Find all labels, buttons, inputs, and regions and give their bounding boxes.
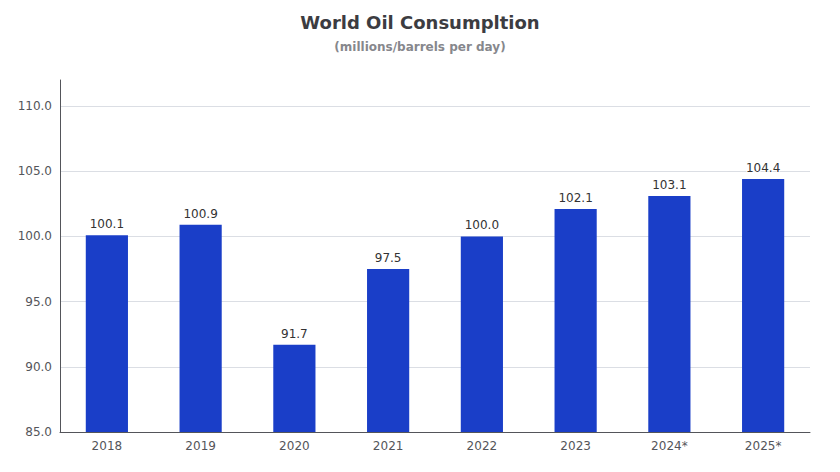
- svg-text:91.7: 91.7: [281, 327, 308, 341]
- svg-text:110.0: 110.0: [18, 99, 52, 113]
- svg-text:2025*: 2025*: [745, 439, 782, 453]
- svg-text:103.1: 103.1: [652, 178, 686, 192]
- svg-text:102.1: 102.1: [558, 191, 592, 205]
- svg-text:104.4: 104.4: [746, 161, 780, 175]
- svg-text:85.0: 85.0: [25, 425, 52, 439]
- svg-text:2024*: 2024*: [651, 439, 688, 453]
- svg-text:World Oil Consumpltion: World Oil Consumpltion: [300, 12, 539, 33]
- svg-text:90.0: 90.0: [25, 360, 52, 374]
- svg-text:2023: 2023: [560, 439, 591, 453]
- svg-text:95.0: 95.0: [25, 295, 52, 309]
- svg-text:2019: 2019: [185, 439, 216, 453]
- svg-text:100.0: 100.0: [465, 218, 499, 232]
- svg-text:100.9: 100.9: [183, 207, 217, 221]
- svg-text:2020: 2020: [279, 439, 310, 453]
- svg-text:100.0: 100.0: [18, 229, 52, 243]
- svg-text:105.0: 105.0: [18, 164, 52, 178]
- svg-text:2018: 2018: [92, 439, 123, 453]
- svg-text:(millions/barrels per day): (millions/barrels per day): [334, 40, 505, 54]
- svg-text:100.1: 100.1: [90, 217, 124, 231]
- svg-text:2021: 2021: [373, 439, 404, 453]
- svg-text:2022: 2022: [467, 439, 498, 453]
- svg-text:97.5: 97.5: [375, 251, 402, 265]
